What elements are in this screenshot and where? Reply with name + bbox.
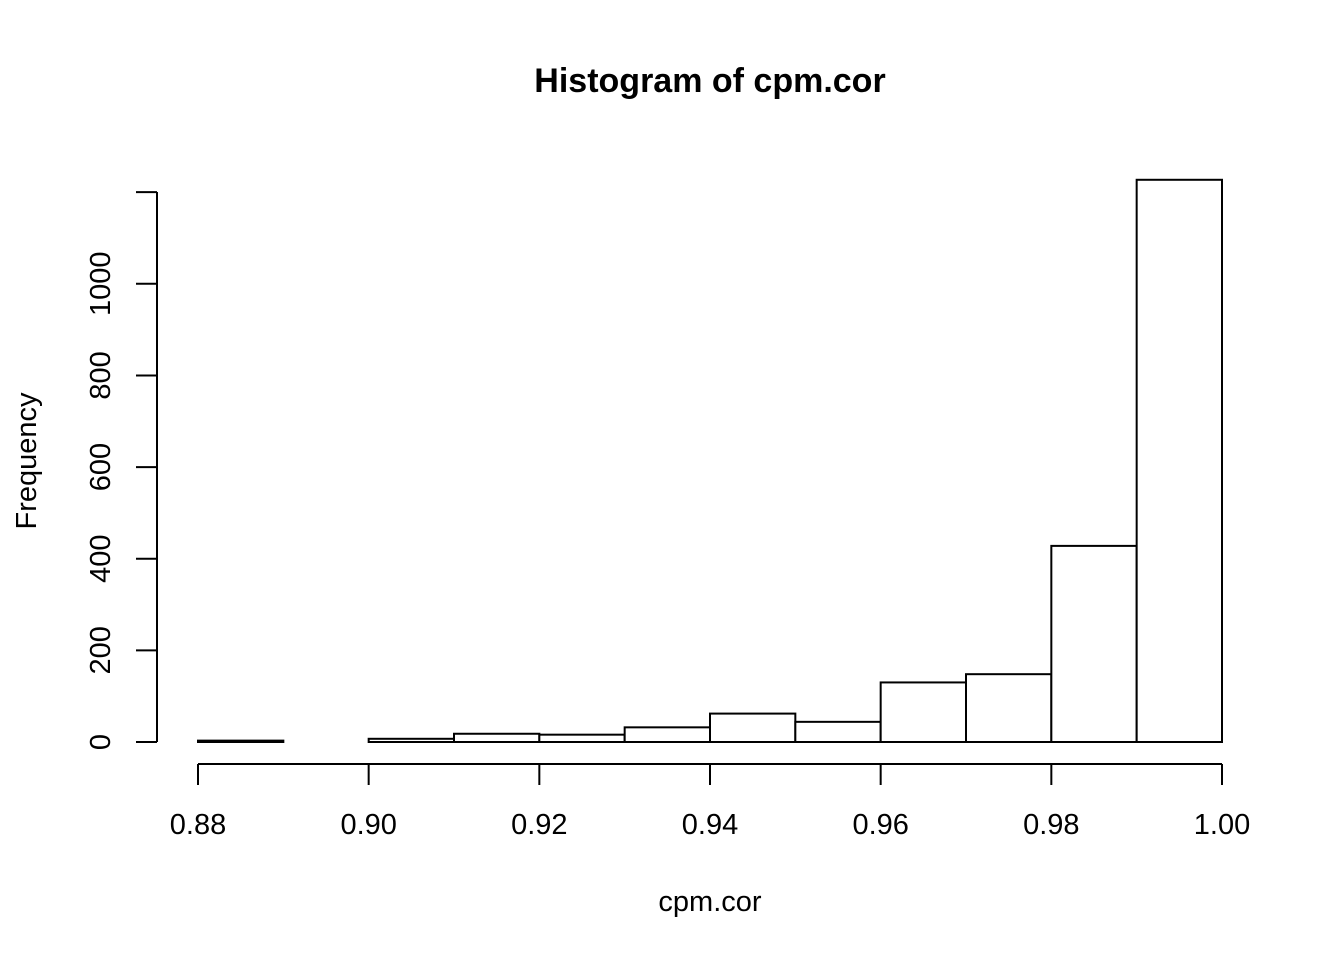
y-tick-label: 200 (85, 626, 117, 674)
y-tick-label: 600 (85, 443, 117, 491)
histogram-bar (965, 673, 1053, 743)
x-tick-label: 0.88 (170, 809, 226, 841)
histogram-bar (879, 681, 968, 744)
histogram-bar (197, 739, 285, 744)
x-tick-label: 0.92 (511, 809, 567, 841)
x-axis: 0.88 0.90 0.92 0.94 0.96 0.98 1.00 (170, 763, 1250, 841)
chart-title: Histogram of cpm.cor (534, 62, 885, 100)
histogram-bar (623, 726, 712, 743)
x-ticks: 0.88 0.90 0.92 0.94 0.96 0.98 1.00 (170, 764, 1250, 841)
histogram-bar (709, 712, 797, 744)
x-tick-label: 0.96 (852, 809, 908, 841)
histogram-bar (538, 733, 626, 744)
histogram-bar (1135, 178, 1223, 744)
x-tick-label: 1.00 (1194, 809, 1250, 841)
y-axis-label: Frequency (11, 392, 43, 530)
histogram-bar (1050, 544, 1138, 743)
histogram-bar (453, 732, 541, 743)
y-tick-label: 1000 (85, 252, 117, 317)
y-tick-label: 400 (85, 535, 117, 583)
x-tick-label: 0.98 (1023, 809, 1079, 841)
x-axis-label: cpm.cor (658, 886, 761, 918)
y-axis: 0 200 400 600 800 1000 (85, 191, 158, 750)
histogram-bar (367, 737, 455, 744)
histogram-bar (794, 720, 882, 743)
y-tick-label: 0 (85, 734, 117, 750)
bars-group (197, 178, 1223, 744)
x-tick-label: 0.94 (682, 809, 738, 841)
x-tick-label: 0.90 (340, 809, 396, 841)
y-tick-label: 800 (85, 351, 117, 399)
y-ticks: 0 200 400 600 800 1000 (85, 191, 157, 750)
